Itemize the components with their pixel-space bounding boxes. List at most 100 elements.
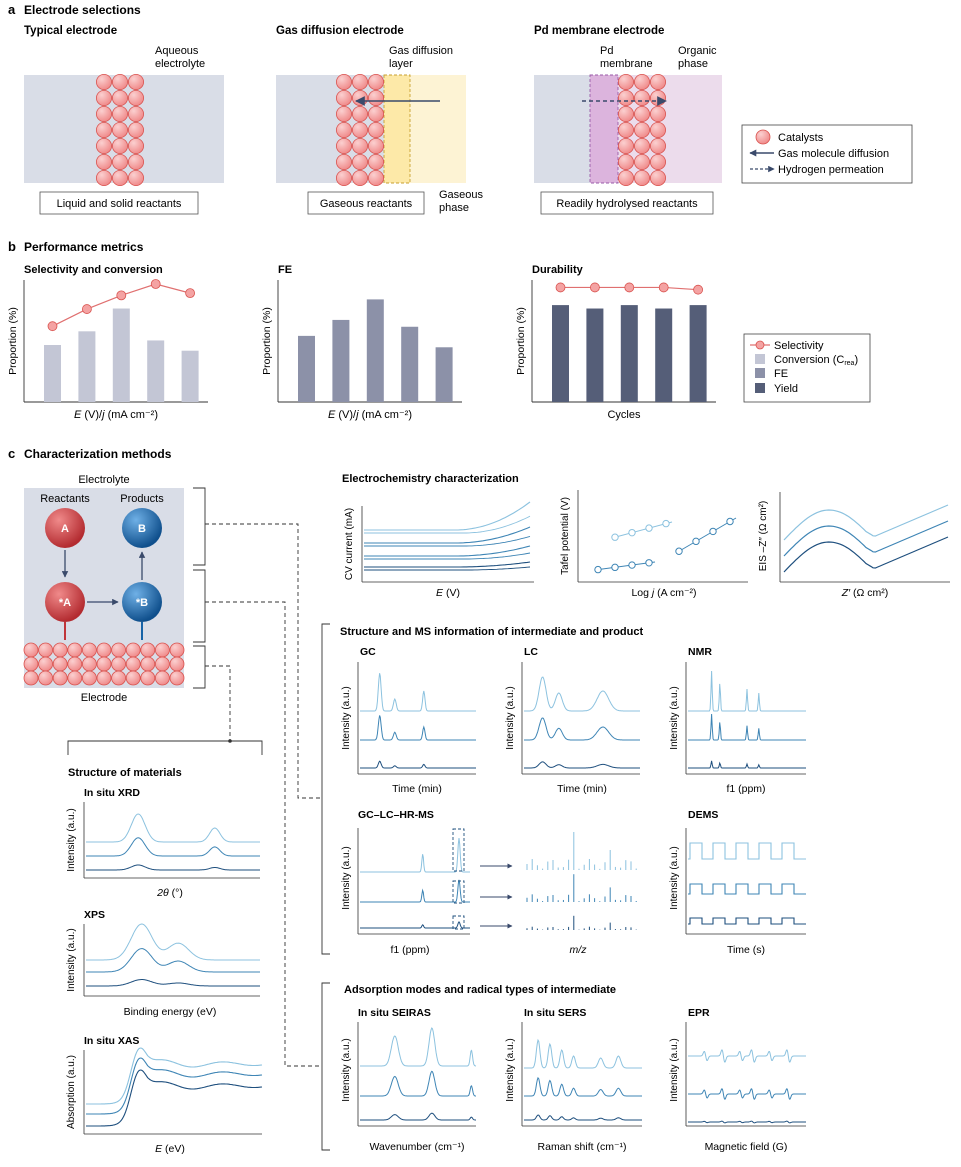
plot-title: GC–LC–HR-MS — [358, 809, 434, 821]
catalyst-particle — [127, 169, 144, 186]
catalyst-particle — [52, 656, 68, 672]
catalyst-particle — [112, 74, 129, 91]
trace — [86, 813, 260, 843]
panel-c: c Characterization methods Electrolyte R… — [8, 446, 950, 1155]
tafel-point — [726, 517, 734, 526]
y-axis-label: Absorption (a.u.) — [66, 1055, 77, 1129]
catalyst-particle — [140, 642, 156, 658]
catalyst-particle — [634, 122, 651, 139]
connector-intermediates — [205, 601, 322, 1067]
catalyst-particle — [351, 122, 368, 139]
catalyst-particle — [140, 670, 156, 686]
bar — [552, 305, 569, 402]
trace — [783, 504, 949, 541]
catalyst-particle — [634, 106, 651, 123]
species-a-label: A — [61, 523, 69, 535]
scheme-electrode-catalysts — [23, 642, 185, 686]
chart-durability: Durability Proportion (%) Cycles — [515, 264, 716, 421]
trace — [360, 715, 476, 741]
catalyst-particle — [618, 90, 635, 107]
catalyst-particle — [169, 642, 185, 658]
tafel-point — [611, 533, 619, 541]
bracket-intermediates — [193, 569, 206, 643]
catalyst-particle — [112, 90, 129, 107]
catalyst-particle — [169, 656, 185, 672]
bar — [298, 335, 315, 402]
trace — [524, 761, 640, 769]
legend-selectivity: Selectivity — [774, 340, 824, 352]
catalyst-particle — [127, 106, 144, 123]
echem-title: Electrochemistry characterization — [342, 473, 519, 485]
catalyst-particle — [112, 106, 129, 123]
catalyst-particle — [112, 122, 129, 139]
catalyst-particle — [82, 656, 97, 672]
x-axis-label: m/z — [570, 944, 588, 956]
pd-phase-label: Organic phase — [678, 45, 717, 70]
x-axis-label: f1 (ppm) — [390, 944, 429, 956]
y-axis-label: Intensity (a.u.) — [341, 1038, 352, 1101]
tafel-point — [594, 565, 602, 574]
pd-electrolyte-area — [534, 75, 594, 183]
catalyst-particle — [96, 74, 113, 91]
tafel-point — [645, 559, 653, 567]
y-axis-label: Intensity (a.u.) — [669, 846, 680, 909]
catalyst-particle — [650, 169, 667, 186]
x-axis-label: Time (min) — [557, 783, 607, 795]
y-axis-label: EIS –Z″ (Ω cm²) — [758, 501, 769, 571]
catalyst-particle — [82, 670, 97, 686]
catalyst-particle — [112, 169, 129, 186]
tafel-fit — [594, 561, 656, 571]
catalyst-particle — [351, 153, 368, 170]
catalyst-particle — [634, 153, 651, 170]
catalyst-particle — [127, 153, 144, 170]
catalyst-particle — [127, 137, 144, 154]
bar — [655, 308, 673, 402]
catalyst-particle — [125, 642, 141, 658]
gde-reactant-box — [307, 191, 425, 215]
chart-title: Selectivity and conversion — [24, 264, 163, 276]
panel-c-title: Characterization methods — [24, 447, 172, 461]
bar — [147, 340, 165, 402]
legend-conversion: Conversion (Crea) — [774, 354, 858, 367]
trace — [364, 501, 531, 531]
ms-selection-box-2 — [452, 880, 465, 904]
catalyst-particle — [154, 642, 170, 658]
y-axis-label: Proportion (%) — [515, 307, 527, 375]
selectivity-point — [47, 321, 58, 332]
catalyst-particle — [650, 74, 667, 91]
x-axis-label: Wavenumber (cm⁻¹) — [370, 1141, 465, 1153]
trace — [524, 1076, 642, 1097]
ms-selection-box-1 — [452, 828, 465, 872]
x-axis-label: Magnetic field (G) — [705, 1141, 788, 1153]
tafel-fit — [675, 517, 737, 554]
legend-catalysts: Catalysts — [778, 132, 824, 144]
plot-title: In situ XRD — [84, 787, 140, 799]
tafel-point — [675, 547, 683, 555]
trace — [783, 520, 949, 557]
trace — [360, 1112, 476, 1121]
catalyst-particle — [112, 137, 129, 154]
species-star-a-label: *A — [59, 597, 71, 609]
selectivity-point — [658, 282, 669, 293]
catalyst-particle — [38, 642, 53, 658]
scheme-reactants-label: Reactants — [40, 493, 90, 505]
catalyst-particle — [367, 106, 384, 123]
materials-title: Structure of materials — [68, 767, 182, 779]
catalyst-particle — [335, 137, 352, 154]
materials-bracket-dot — [228, 739, 232, 743]
catalyst-particle — [96, 153, 113, 170]
catalyst-particle — [154, 656, 170, 672]
catalyst-particle — [335, 122, 352, 139]
species-a — [45, 508, 85, 548]
catalyst-particle — [634, 90, 651, 107]
catalyst-particle — [96, 122, 113, 139]
x-axis-label: Cycles — [607, 409, 641, 421]
y-axis-label: CV current (mA) — [344, 508, 355, 580]
catalyst-particle — [67, 642, 83, 658]
selectivity-point — [185, 288, 196, 299]
catalyst-particle — [634, 169, 651, 186]
trace — [364, 535, 531, 547]
ms-selection-box-3 — [452, 915, 465, 930]
catalyst-particle — [351, 137, 368, 154]
gde-layer-label: Gas diffusion layer — [389, 45, 453, 70]
